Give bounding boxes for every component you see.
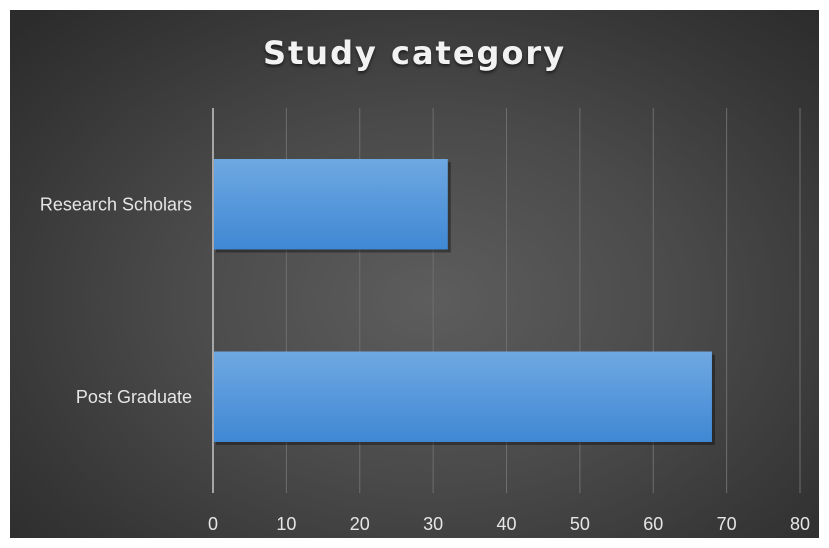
- category-label: Post Graduate: [76, 387, 192, 407]
- x-tick-label: 30: [423, 514, 443, 534]
- chart-frame: Study category 0 10 20 30 40 50 60 70 80 Research…: [10, 10, 819, 538]
- category-label: Research Scholars: [40, 194, 192, 214]
- chart-title: Study category: [262, 34, 567, 72]
- bars: [213, 159, 715, 445]
- bar: [213, 159, 448, 250]
- x-tick-label: 20: [350, 514, 370, 534]
- x-tick-label: 50: [570, 514, 590, 534]
- x-tick-label: 60: [643, 514, 663, 534]
- bar-chart-plot: 0 10 20 30 40 50 60 70 80 Research Scholars Post G…: [40, 108, 810, 534]
- x-tick-label: 80: [790, 514, 810, 534]
- x-tick-label: 0: [208, 514, 218, 534]
- bar: [213, 351, 712, 442]
- x-tick-label: 10: [276, 514, 296, 534]
- x-tick-label: 40: [496, 514, 516, 534]
- labels: 0 10 20 30 40 50 60 70 80 Research Scholars Post G…: [40, 194, 810, 534]
- x-tick-label: 70: [717, 514, 737, 534]
